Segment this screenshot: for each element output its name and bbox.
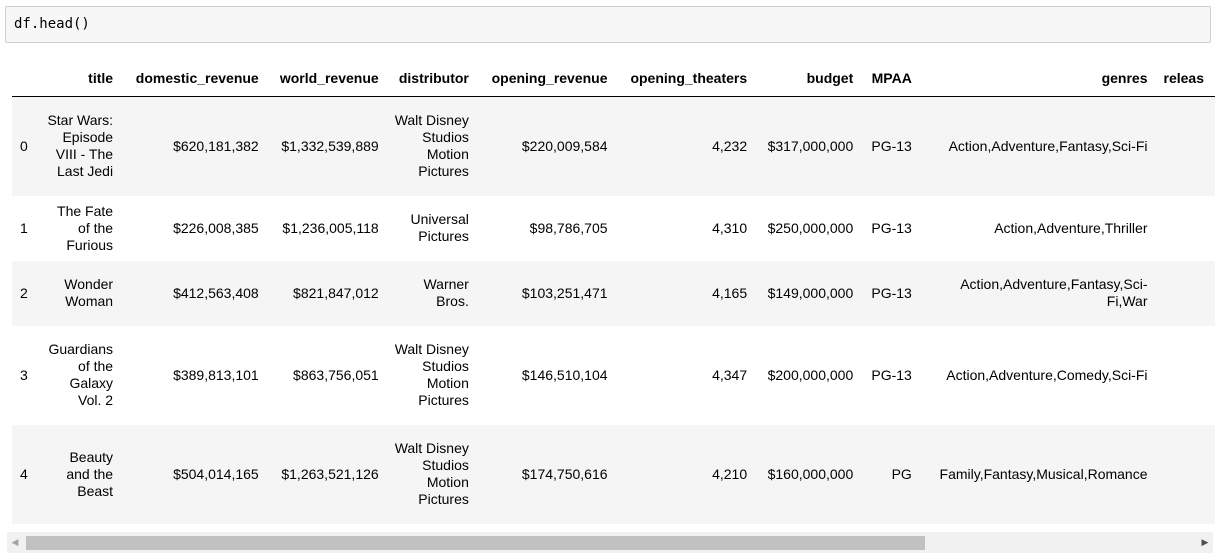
cell-world-revenue: $1,236,005,118 <box>282 219 379 236</box>
output-area: title domestic_revenue world_revenue dis… <box>5 60 1215 530</box>
cell-opening-theaters: 4,165 <box>712 284 748 301</box>
row-index: 4 <box>20 465 28 482</box>
row-index: 2 <box>20 284 28 301</box>
code-text[interactable]: df.head() <box>14 16 90 32</box>
column-header: title <box>39 60 122 97</box>
cell-budget: $317,000,000 <box>767 137 854 154</box>
row-index: 3 <box>20 366 28 383</box>
column-header: budget <box>755 60 862 97</box>
cell-opening-theaters: 4,232 <box>712 137 748 154</box>
cell-distributor: Walt Disney Studios Motion Pictures <box>394 440 469 507</box>
cell-budget: $250,000,000 <box>767 219 854 236</box>
column-header: releas <box>1155 60 1215 97</box>
cell-domestic-revenue: $620,181,382 <box>173 137 259 154</box>
table-row: 4 Beauty and the Beast $504,014,165 $1,2… <box>12 424 1216 524</box>
column-header: MPAA <box>861 60 920 97</box>
column-header <box>12 60 40 97</box>
cell-title: Guardians of the Galaxy Vol. 2 <box>48 341 114 408</box>
row-index: 1 <box>20 219 28 236</box>
cell-title: Wonder Woman <box>64 276 114 309</box>
cell-opening-theaters: 4,347 <box>712 366 748 383</box>
cell-world-revenue: $821,847,012 <box>293 284 379 301</box>
row-index: 0 <box>20 137 28 154</box>
cell-world-revenue: $1,332,539,889 <box>281 137 379 154</box>
table-row: 3 Guardians of the Galaxy Vol. 2 $389,81… <box>12 325 1216 425</box>
triangle-left-icon[interactable]: ◀ <box>11 537 19 547</box>
column-header: distributor <box>386 60 477 97</box>
cell-genres: Action,Adventure,Comedy,Sci-Fi <box>946 366 1148 383</box>
cell-release <box>1156 261 1216 326</box>
cell-release <box>1156 97 1216 196</box>
cell-opening-theaters: 4,210 <box>712 465 748 482</box>
cell-budget: $160,000,000 <box>767 465 854 482</box>
column-header: opening_theaters <box>615 60 756 97</box>
horizontal-scrollbar[interactable]: ◀ ▶ <box>7 532 1213 553</box>
table-row: 2 Wonder Woman $412,563,408 $821,847,012… <box>12 260 1216 326</box>
column-header: world_revenue <box>266 60 387 97</box>
cell-budget: $149,000,000 <box>767 284 854 301</box>
cell-domestic-revenue: $389,813,101 <box>173 366 259 383</box>
cell-opening-theaters: 4,310 <box>712 219 748 236</box>
cell-domestic-revenue: $504,014,165 <box>173 465 259 482</box>
cell-mpaa: PG-13 <box>871 366 912 383</box>
cell-release <box>1156 196 1216 261</box>
column-header: domestic_revenue <box>121 60 267 97</box>
cell-mpaa: PG-13 <box>871 137 912 154</box>
table-row: 1 The Fate of the Furious $226,008,385 $… <box>12 195 1216 261</box>
dataframe-table: title domestic_revenue world_revenue dis… <box>12 60 1215 524</box>
cell-mpaa: PG-13 <box>871 284 912 301</box>
cell-genres: Action,Adventure,Thriller <box>994 219 1148 236</box>
cell-opening-revenue: $146,510,104 <box>521 366 608 383</box>
scrollbar-thumb[interactable] <box>26 536 925 550</box>
cell-distributor: Warner Bros. <box>423 276 469 309</box>
cell-distributor: Universal Pictures <box>410 211 469 244</box>
cell-genres: Action,Adventure,Fantasy,Sci-Fi <box>948 137 1148 154</box>
cell-distributor: Walt Disney Studios Motion Pictures <box>394 341 469 408</box>
cell-domestic-revenue: $226,008,385 <box>173 219 259 236</box>
cell-mpaa: PG-13 <box>871 219 912 236</box>
cell-opening-revenue: $220,009,584 <box>521 137 608 154</box>
cell-domestic-revenue: $412,563,408 <box>173 284 259 301</box>
cell-title: Beauty and the Beast <box>66 448 114 499</box>
cell-title: Star Wars: Episode VIII - The Last Jedi <box>47 112 114 180</box>
cell-opening-revenue: $174,750,616 <box>521 465 608 482</box>
cell-mpaa: PG <box>891 465 912 482</box>
code-input-cell[interactable]: df.head() <box>5 6 1211 43</box>
cell-release <box>1156 425 1216 524</box>
cell-opening-revenue: $98,786,705 <box>529 219 608 236</box>
column-header: opening_revenue <box>476 60 616 97</box>
column-header: genres <box>919 60 1156 97</box>
cell-release <box>1156 326 1216 425</box>
cell-genres: Action,Adventure,Fantasy,Sci-Fi,War <box>960 276 1148 309</box>
cell-budget: $200,000,000 <box>767 366 854 383</box>
cell-title: The Fate of the Furious <box>57 202 114 253</box>
table-row: 0 Star Wars: Episode VIII - The Last Jed… <box>12 96 1216 196</box>
cell-opening-revenue: $103,251,471 <box>521 284 608 301</box>
cell-genres: Family,Fantasy,Musical,Romance <box>939 465 1148 482</box>
cell-world-revenue: $1,263,521,126 <box>281 465 379 482</box>
header-row: title domestic_revenue world_revenue dis… <box>12 60 1215 97</box>
cell-distributor: Walt Disney Studios Motion Pictures <box>394 112 469 180</box>
triangle-right-icon[interactable]: ▶ <box>1201 537 1209 547</box>
cell-world-revenue: $863,756,051 <box>293 366 379 383</box>
